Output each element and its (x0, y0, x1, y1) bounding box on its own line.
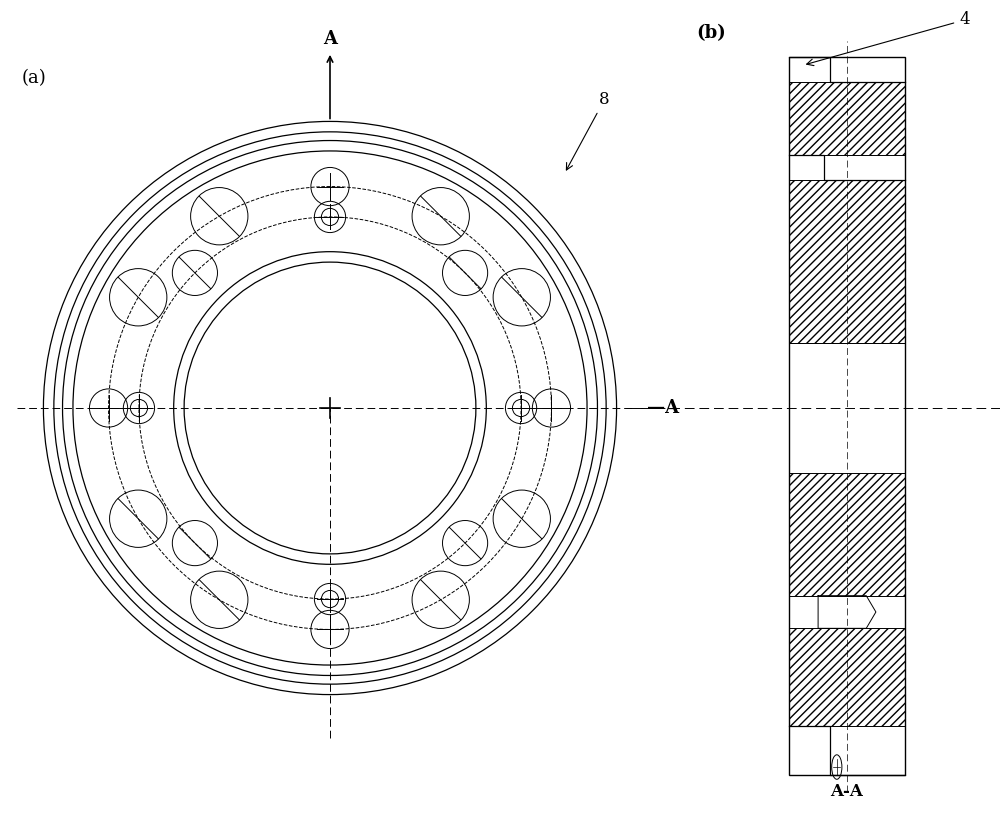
Bar (789, 180, 905, 343)
Text: 4: 4 (807, 11, 970, 65)
Text: A-A: A-A (831, 783, 863, 800)
Bar (789, 473, 905, 596)
Text: (b): (b) (696, 24, 726, 42)
Text: —A: —A (647, 399, 679, 417)
Text: A: A (323, 29, 337, 47)
Bar (789, 82, 905, 155)
Bar (789, 628, 905, 726)
Text: 8: 8 (566, 91, 610, 170)
Text: (a): (a) (22, 69, 46, 87)
